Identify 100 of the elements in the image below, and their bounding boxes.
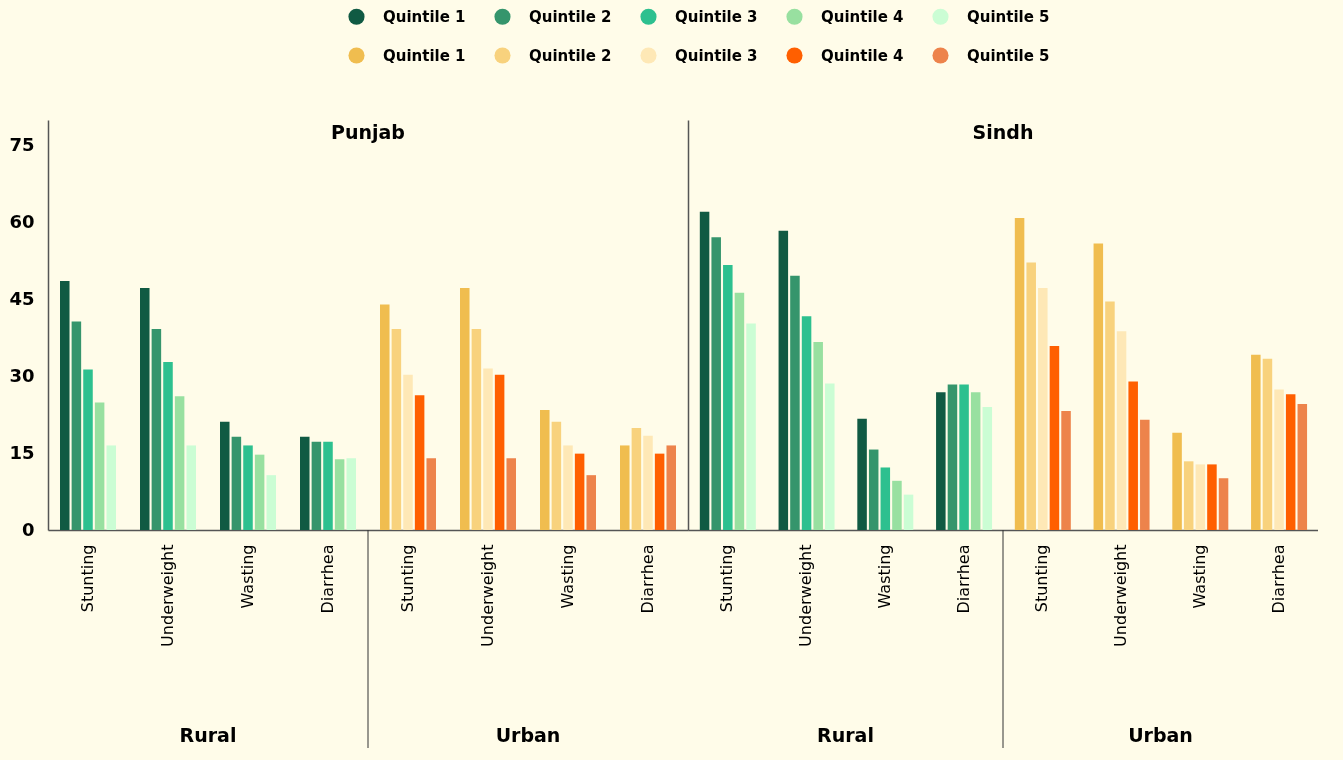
bar [71, 321, 82, 530]
bar [813, 341, 823, 530]
text: Rural [179, 724, 237, 746]
bar [266, 475, 276, 530]
bar [1172, 432, 1182, 530]
bar [1061, 411, 1071, 530]
legend-label: Quintile 1 [383, 46, 466, 65]
bar [551, 421, 562, 530]
bar [880, 467, 891, 530]
bar [540, 410, 550, 530]
text: Rural [817, 724, 874, 746]
bar [936, 392, 946, 530]
x-tick-label: Wasting [874, 544, 894, 609]
bar [711, 237, 721, 530]
y-tick-label: 15 [9, 441, 35, 463]
legend-label: Quintile 2 [529, 7, 612, 26]
bar [506, 458, 516, 530]
bar [699, 211, 710, 530]
bar [586, 475, 596, 530]
bar [346, 458, 356, 530]
x-tick-label: Wasting [558, 544, 577, 609]
bar [654, 453, 665, 530]
bar [1105, 301, 1115, 530]
x-tick-label: Wasting [238, 544, 257, 609]
y-tick-label: 45 [9, 287, 35, 309]
legend-label: Quintile 3 [675, 7, 758, 26]
bar [857, 418, 867, 530]
bar [60, 280, 70, 530]
y-tick-label: 30 [9, 364, 35, 386]
bar [666, 445, 676, 530]
x-tick-label: Wasting [1189, 544, 1209, 609]
bar [323, 441, 333, 530]
bar [106, 445, 116, 530]
bar [220, 421, 230, 530]
bar [494, 374, 505, 530]
bar [460, 288, 470, 530]
chart-title: Punjab [331, 121, 405, 143]
bar [414, 395, 425, 530]
bar [1014, 217, 1025, 530]
bar [254, 454, 265, 530]
bar [483, 368, 493, 530]
y-tick-label: 60 [9, 211, 35, 232]
bar [723, 265, 733, 530]
text: Urban [495, 724, 561, 746]
bar [903, 494, 914, 530]
bar [574, 453, 585, 530]
x-tick-label: Diarrhea [953, 544, 973, 614]
bar [982, 407, 993, 530]
bar [151, 329, 162, 530]
x-tick-label: Stunting [1032, 544, 1052, 613]
bar [778, 230, 789, 530]
bar [947, 384, 958, 530]
chart-title: Sindh [972, 121, 1034, 143]
legend-label: Quintile 2 [529, 46, 612, 65]
bar [825, 383, 835, 530]
bar [1274, 389, 1284, 530]
bar [631, 428, 642, 530]
bar [892, 480, 902, 530]
bar [1183, 461, 1194, 530]
bar [868, 449, 879, 530]
y-tick-label: 75 [9, 134, 35, 156]
bar [1049, 346, 1060, 530]
bar [790, 275, 800, 530]
bar [970, 392, 981, 530]
x-tick-label: Underweight [478, 544, 497, 647]
legend-label: Quintile 5 [967, 7, 1050, 26]
bar [801, 316, 812, 530]
bar [1251, 354, 1261, 530]
legend-label: Quintile 5 [967, 46, 1050, 65]
x-tick-label: Diarrhea [1268, 544, 1288, 614]
bar [1128, 381, 1138, 530]
bar [1195, 464, 1206, 530]
bar [186, 445, 196, 530]
bar [391, 329, 402, 530]
legend-label: Quintile 4 [821, 7, 904, 26]
bar [311, 441, 322, 530]
bar [94, 402, 105, 530]
legend-label: Quintile 1 [383, 7, 466, 26]
bar [471, 329, 482, 530]
legend-label: Quintile 3 [675, 46, 758, 65]
bar [746, 323, 756, 530]
x-tick-label: Underweight [158, 544, 177, 647]
text: Urban [1128, 724, 1193, 746]
x-tick-label: Stunting [398, 544, 417, 613]
x-tick-label: Stunting [717, 544, 737, 613]
bar [1140, 419, 1150, 530]
bar [643, 435, 653, 530]
bar [231, 436, 242, 530]
bar [334, 459, 345, 530]
bar [403, 374, 413, 530]
bar [1026, 262, 1036, 530]
x-tick-label: Underweight [796, 544, 816, 647]
bar [140, 288, 150, 530]
x-tick-label: Diarrhea [318, 544, 337, 614]
legend-label: Quintile 4 [821, 46, 904, 65]
bar [1297, 403, 1308, 530]
bar [1262, 358, 1273, 530]
bar [380, 304, 390, 530]
bar [1093, 243, 1104, 530]
bar [1285, 394, 1296, 530]
